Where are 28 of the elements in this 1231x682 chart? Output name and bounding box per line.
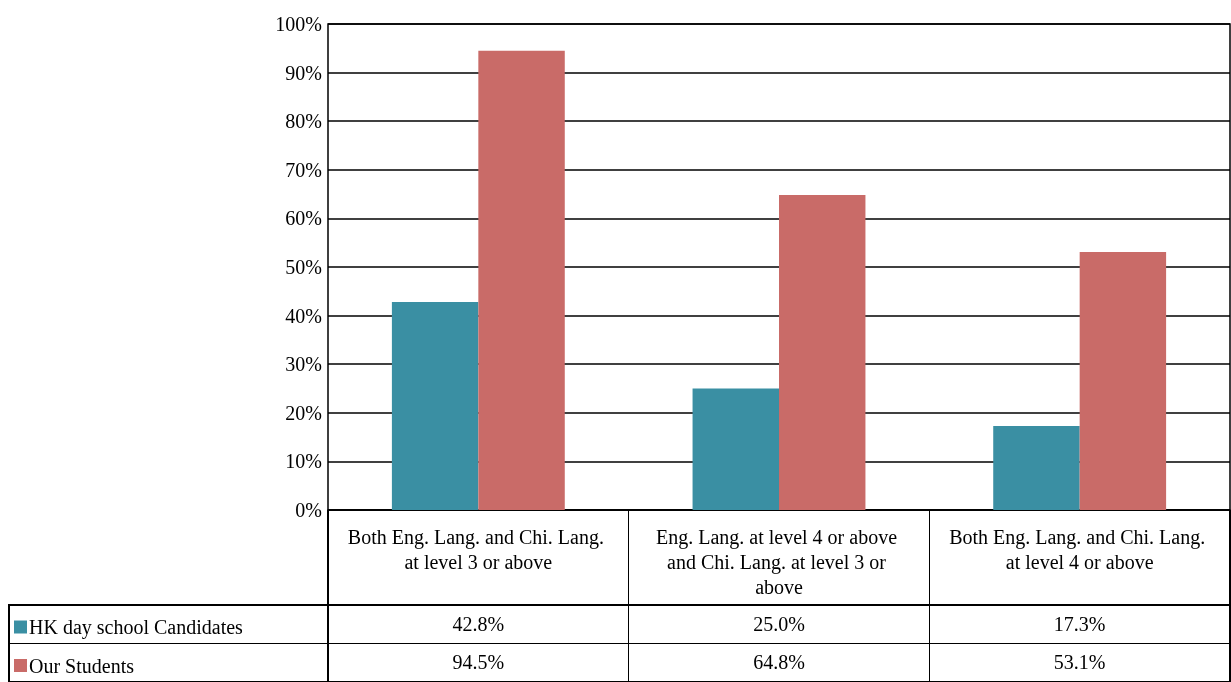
y-tick-label: 30%: [285, 353, 322, 376]
y-tick-label: 20%: [285, 401, 322, 424]
x-tick-label: Both Eng. Lang. and Chi. Lang. at level 3 or above: [347, 525, 609, 573]
bar: [779, 195, 866, 510]
data-label: 42.8%: [451, 611, 506, 637]
data-label: 25.0%: [752, 611, 806, 637]
bar: [391, 301, 479, 510]
legend-label: HK day school Candidates: [29, 616, 244, 639]
bar: [478, 50, 565, 510]
bar: [993, 425, 1080, 510]
data-label: 53.1%: [1052, 650, 1107, 676]
data-label: 17.3%: [1052, 611, 1107, 637]
bar: [692, 388, 779, 510]
y-tick-label: 0%: [295, 499, 322, 521]
bar: [1079, 251, 1167, 510]
data-label: 94.5%: [451, 650, 506, 676]
y-tick-label: 90%: [285, 61, 322, 84]
y-tick-label: 60%: [285, 207, 322, 230]
y-tick-label: 100%: [275, 13, 322, 35]
legend-label: Our Students: [29, 654, 135, 677]
y-tick-label: 40%: [285, 304, 322, 327]
x-tick-label: Both Eng. Lang. and Chi. Lang. at level 4 or above: [949, 525, 1211, 573]
y-tick-label: 80%: [285, 110, 322, 133]
y-tick-label: 70%: [285, 158, 322, 181]
y-tick-label: 50%: [285, 256, 322, 278]
x-tick-label: Eng. Lang. at level 4 or above and Chi. Lang. at level 3 or above: [655, 525, 903, 598]
data-label: 64.8%: [752, 650, 806, 676]
y-tick-label: 10%: [285, 450, 322, 473]
